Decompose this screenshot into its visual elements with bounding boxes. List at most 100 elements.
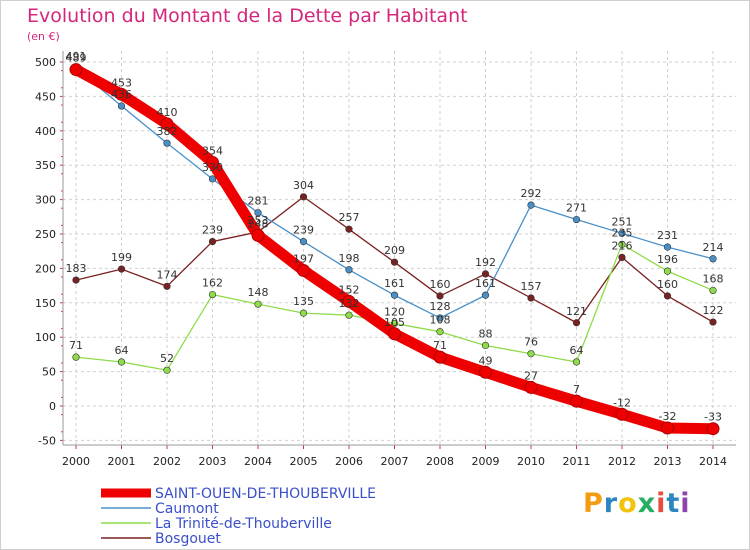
data-point <box>208 290 217 299</box>
legend-label: Caumont <box>155 501 219 517</box>
data-point <box>570 394 583 408</box>
chart-unit-label: (en €) <box>27 30 60 43</box>
data-label: 121 <box>566 305 587 318</box>
data-label: 271 <box>566 202 587 215</box>
data-label: 161 <box>475 277 496 290</box>
chart-title: Evolution du Montant de la Dette par Hab… <box>27 5 468 27</box>
series-la-trinite <box>72 240 717 374</box>
data-label: 209 <box>384 244 405 257</box>
data-point <box>618 229 626 237</box>
data-point <box>390 258 399 266</box>
data-point <box>661 421 674 435</box>
data-point <box>297 263 310 277</box>
data-label: -12 <box>613 396 631 409</box>
y-tick-label: 0 <box>49 400 56 413</box>
data-label: 108 <box>430 314 451 327</box>
data-point <box>479 365 492 379</box>
data-point <box>117 358 126 366</box>
legend-label: Bosgouet <box>155 531 221 547</box>
data-label: 216 <box>612 239 633 252</box>
data-label: 239 <box>293 224 314 237</box>
data-label: 71 <box>433 339 447 352</box>
logo-letter: t <box>666 488 681 519</box>
y-tick-label: -50 <box>38 434 56 447</box>
data-label: 382 <box>157 125 178 138</box>
y-tick-label: 200 <box>35 262 56 275</box>
data-label: 453 <box>111 76 132 89</box>
series-saint-ouen <box>69 63 720 436</box>
data-point <box>163 282 171 290</box>
data-point <box>615 407 629 421</box>
data-label: 251 <box>612 215 633 228</box>
data-label: 192 <box>475 256 496 269</box>
x-tick-label: 2013 <box>654 455 682 468</box>
data-label: 168 <box>703 272 724 285</box>
data-label: 135 <box>293 295 314 308</box>
proxiti-logo: Proxiti <box>583 488 691 519</box>
data-label: 7 <box>573 383 580 396</box>
data-label: 64 <box>570 344 584 357</box>
x-tick-label: 2007 <box>381 455 409 468</box>
data-label: 52 <box>160 352 174 365</box>
data-label: 410 <box>157 106 178 119</box>
data-point <box>663 267 672 275</box>
data-label: 160 <box>430 278 451 291</box>
data-label: 489 <box>66 52 87 65</box>
data-label: 214 <box>703 241 724 254</box>
data-label: 198 <box>339 252 360 265</box>
logo-letter: i <box>656 488 667 519</box>
data-label: 157 <box>521 280 542 293</box>
data-label: 49 <box>479 354 493 367</box>
data-label: 174 <box>157 268 178 281</box>
logo-letter: i <box>680 488 691 519</box>
data-point <box>390 291 399 299</box>
logo-letter: P <box>583 488 604 519</box>
data-point <box>115 87 128 101</box>
data-label: 64 <box>115 344 129 357</box>
y-tick-label: 450 <box>35 90 56 103</box>
x-tick-label: 2012 <box>608 455 636 468</box>
data-point <box>299 237 308 246</box>
data-point <box>72 276 80 284</box>
y-tick-label: 500 <box>35 56 56 69</box>
data-label: 148 <box>248 286 269 299</box>
x-tick-label: 2014 <box>699 455 727 468</box>
data-label: 239 <box>202 224 223 237</box>
data-label: 128 <box>430 300 451 313</box>
x-tick-label: 2005 <box>290 455 318 468</box>
data-point <box>254 300 262 308</box>
data-point <box>163 366 171 374</box>
data-point <box>390 319 399 328</box>
data-point <box>663 243 672 251</box>
x-tick-label: 2010 <box>517 455 545 468</box>
series-bosgouet <box>72 193 717 327</box>
data-point <box>618 253 626 261</box>
data-point <box>254 209 262 217</box>
data-point <box>709 286 717 295</box>
data-label: 292 <box>521 187 542 200</box>
data-point <box>527 350 535 358</box>
data-label: 161 <box>384 277 405 290</box>
data-label: -32 <box>659 410 677 423</box>
data-point <box>436 314 444 322</box>
data-point <box>345 311 353 319</box>
data-point <box>163 139 171 147</box>
data-label: 105 <box>384 316 405 329</box>
data-label: 253 <box>248 214 269 227</box>
data-label: 248 <box>248 217 269 230</box>
data-point <box>709 255 717 263</box>
data-point <box>160 117 174 131</box>
x-tick-label: 2001 <box>108 455 136 468</box>
data-point <box>481 341 490 350</box>
data-label: 354 <box>202 144 223 157</box>
data-label: 235 <box>612 226 633 239</box>
x-tick-label: 2009 <box>472 455 500 468</box>
data-label: 71 <box>69 339 83 352</box>
data-point <box>251 228 265 242</box>
data-label: 88 <box>479 327 493 340</box>
data-point <box>618 240 626 248</box>
y-tick-label: 50 <box>42 366 56 379</box>
data-point <box>208 237 217 246</box>
